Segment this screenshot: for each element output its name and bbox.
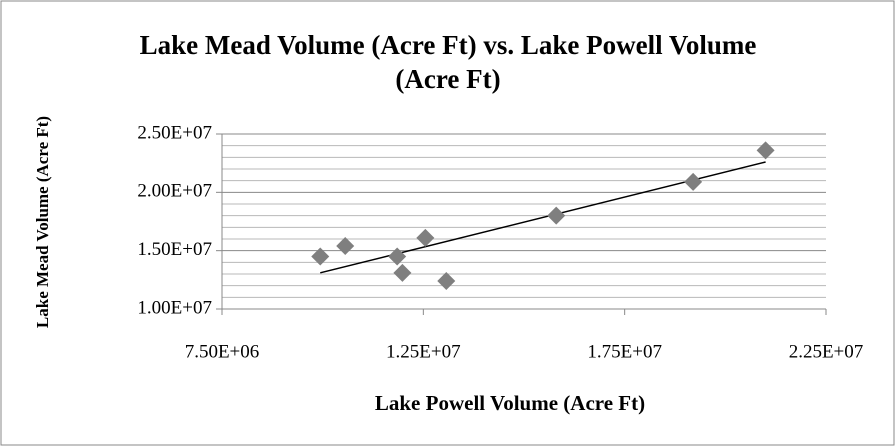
data-point xyxy=(336,237,355,255)
data-point xyxy=(416,228,435,247)
x-axis-label: Lake Powell Volume (Acre Ft) xyxy=(375,391,645,415)
data-point xyxy=(684,172,703,191)
x-tick-label: 1.75E+07 xyxy=(587,341,662,362)
x-tick-label: 1.25E+07 xyxy=(386,341,461,362)
data-point xyxy=(756,141,775,160)
data-point xyxy=(311,247,330,266)
data-point xyxy=(393,263,412,282)
data-point xyxy=(388,247,407,266)
y-axis-label: Lake Mead Volume (Acre Ft) xyxy=(33,116,52,328)
y-tick-label: 2.50E+07 xyxy=(137,122,212,143)
chart-title: Lake Mead Volume (Acre Ft) vs. Lake Powe… xyxy=(139,30,757,94)
x-tick-label: 2.25E+07 xyxy=(789,341,864,362)
data-point xyxy=(547,206,566,225)
y-tick-label: 1.50E+07 xyxy=(137,239,212,260)
x-tick-label: 7.50E+06 xyxy=(185,341,260,362)
y-tick-label: 1.00E+07 xyxy=(137,297,212,318)
data-point xyxy=(437,272,456,290)
y-tick-label: 2.00E+07 xyxy=(137,181,212,202)
